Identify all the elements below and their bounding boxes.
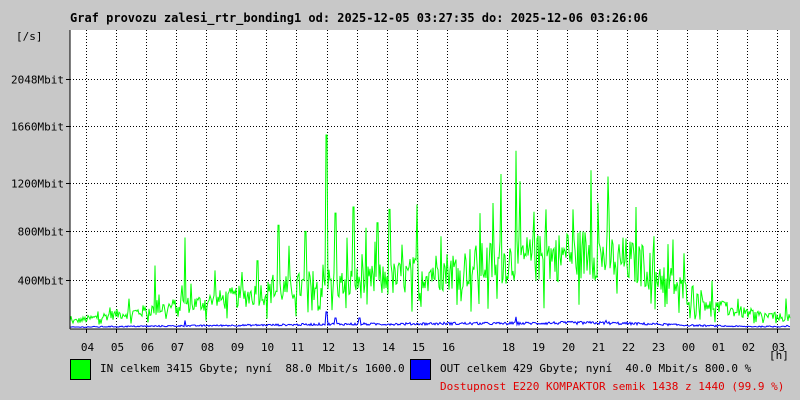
x-tick-label: 21 xyxy=(592,341,605,354)
x-tick-label: 15 xyxy=(412,341,425,354)
x-tick-label: 08 xyxy=(201,341,214,354)
y-tick-label: 1660Mbit xyxy=(11,121,64,134)
series-line-out xyxy=(69,311,791,329)
x-tick-label: 05 xyxy=(111,341,124,354)
x-tick-label: 01 xyxy=(712,341,725,354)
x-tick-label: 13 xyxy=(352,341,365,354)
x-tick-label: 07 xyxy=(171,341,184,354)
legend-in-swatch xyxy=(70,359,91,380)
series-layer xyxy=(69,134,791,329)
x-axis-unit-label: [h] xyxy=(769,349,789,362)
y-tick-labels: 400Mbit 800Mbit 1200Mbit 1660Mbit 2048Mbit xyxy=(11,74,64,288)
x-tick-label: 00 xyxy=(682,341,695,354)
chart-title: Graf provozu zalesi_rtr_bonding1 od: 202… xyxy=(70,11,648,25)
x-tick-labels: 04 05 06 07 08 09 10 11 12 13 14 15 16 18 19 20 21 22 23 00… xyxy=(81,341,785,354)
y-tick-label: 2048Mbit xyxy=(11,74,64,87)
x-tick-label: 02 xyxy=(742,341,755,354)
x-tick-label: 11 xyxy=(291,341,304,354)
y-tick-label: 1200Mbit xyxy=(11,178,64,191)
x-tick-label: 14 xyxy=(382,341,396,354)
legend-out-text: OUT celkem 429 Gbyte; nyní 40.0 Mbit/s 8… xyxy=(440,362,752,375)
x-tick-label: 09 xyxy=(231,341,244,354)
availability-text: Dostupnost E220 KOMPAKTOR semik 1438 z 1… xyxy=(440,380,785,393)
x-tick-label: 23 xyxy=(652,341,665,354)
x-tick-label: 16 xyxy=(442,341,455,354)
series-line-in xyxy=(69,134,791,325)
x-tick-label: 03 xyxy=(772,341,785,354)
x-tick-label: 19 xyxy=(532,341,545,354)
legend-in-text: IN celkem 3415 Gbyte; nyní 88.0 Mbit/s 1… xyxy=(100,362,418,375)
x-tick-label: 22 xyxy=(622,341,635,354)
y-tick-label: 800Mbit xyxy=(18,226,64,239)
y-axis-unit-label: [/s] xyxy=(16,30,43,43)
y-tick-label: 400Mbit xyxy=(18,275,64,288)
legend-out-swatch xyxy=(410,359,431,380)
x-tick-label: 18 xyxy=(502,341,515,354)
x-tick-label: 04 xyxy=(81,341,95,354)
x-tick-label: 20 xyxy=(562,341,575,354)
x-tick-label: 10 xyxy=(261,341,274,354)
x-tick-label: 12 xyxy=(322,341,335,354)
x-tick-label: 06 xyxy=(141,341,154,354)
